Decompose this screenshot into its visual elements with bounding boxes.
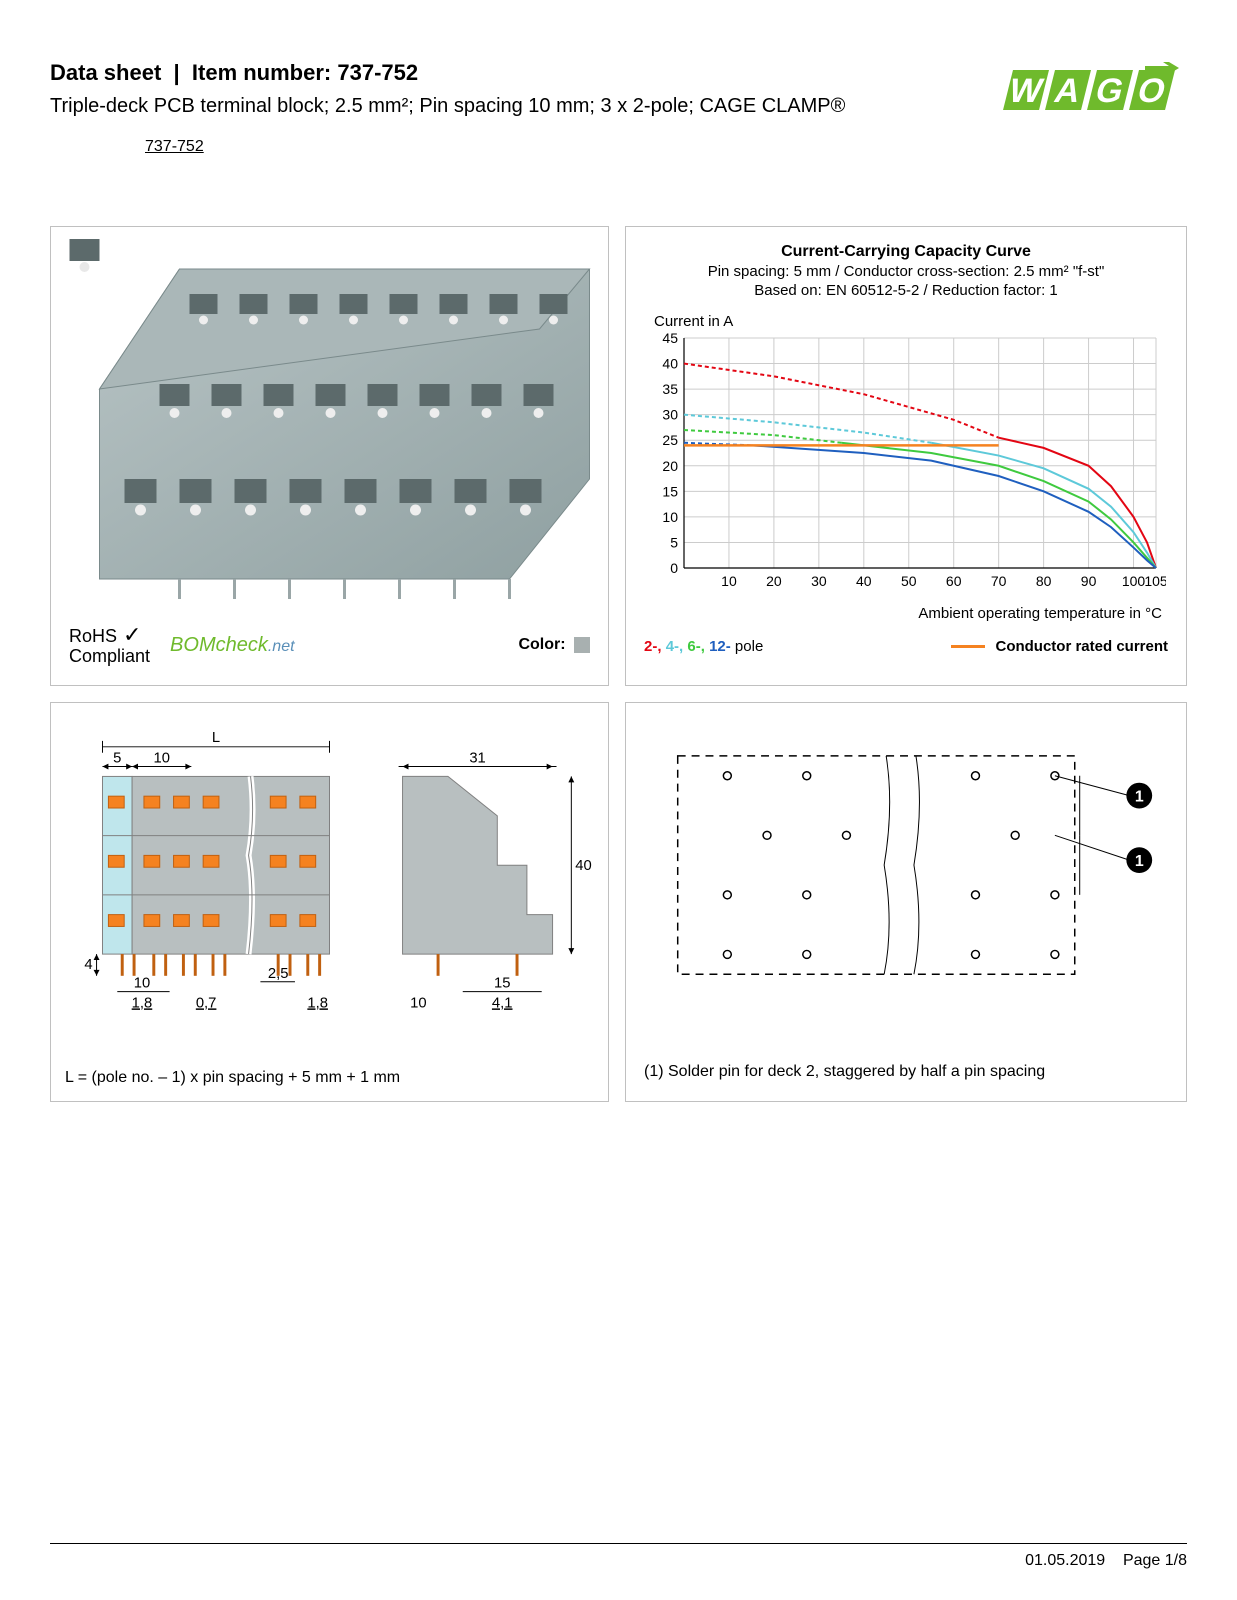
chart-legend: 2-, 4-, 6-, 12- pole Conductor rated cur… xyxy=(638,638,1174,655)
rohs-label-2: Compliant xyxy=(69,647,150,667)
svg-text:70: 70 xyxy=(991,573,1007,589)
svg-text:1: 1 xyxy=(1135,789,1144,806)
svg-text:10: 10 xyxy=(134,976,150,992)
chart-panel: Current-Carrying Capacity Curve Pin spac… xyxy=(625,226,1187,686)
product-image-panel: RoHS ✓ Compliant BOMcheck.net Color: xyxy=(50,226,609,686)
solder-diagram: 1 1 xyxy=(638,715,1174,1035)
svg-text:40: 40 xyxy=(856,573,872,589)
svg-text:10: 10 xyxy=(662,509,678,525)
item-number: 737-752 xyxy=(337,60,418,85)
svg-text:50: 50 xyxy=(901,573,917,589)
bomcheck-logo: BOMcheck.net xyxy=(170,634,295,657)
color-label-text: Color: xyxy=(518,636,565,653)
rohs-compliant: RoHS ✓ Compliant xyxy=(69,623,150,667)
legend-suffix: pole xyxy=(735,638,763,655)
svg-text:L: L xyxy=(212,730,220,746)
svg-text:10: 10 xyxy=(153,751,169,767)
legend-line-icon xyxy=(951,645,985,648)
check-icon: ✓ xyxy=(123,622,141,647)
svg-text:15: 15 xyxy=(662,483,678,499)
bomcheck-suffix: .net xyxy=(268,638,295,655)
svg-text:25: 25 xyxy=(662,432,678,448)
wago-logo: W A G O xyxy=(997,62,1187,119)
footer: 01.05.2019 Page 1/8 xyxy=(50,1543,1187,1570)
svg-text:4: 4 xyxy=(84,957,92,973)
subtitle: Triple-deck PCB terminal block; 2.5 mm²;… xyxy=(50,92,997,120)
legend-item: 2-, xyxy=(644,638,666,655)
datasheet-label: Data sheet xyxy=(50,60,161,85)
svg-text:1,8: 1,8 xyxy=(307,995,328,1011)
svg-text:60: 60 xyxy=(946,573,962,589)
svg-text:5: 5 xyxy=(670,534,678,550)
svg-text:10: 10 xyxy=(410,995,426,1011)
svg-text:1: 1 xyxy=(1135,853,1144,870)
capacity-chart: 0 5 10 15 20 25 30 35 40 45 10 20 30 40 50 60 70 80 90 1001… xyxy=(646,332,1166,592)
chart-x-label: Ambient operating temperature in °C xyxy=(646,605,1162,622)
part-number-link[interactable]: 737-752 xyxy=(145,138,204,156)
svg-text:0,7: 0,7 xyxy=(196,995,217,1011)
chart-sub2: Based on: EN 60512-5-2 / Reduction facto… xyxy=(638,282,1174,299)
footer-page: Page 1/8 xyxy=(1123,1552,1187,1569)
product-render xyxy=(63,239,596,609)
dimension-drawing: L 5 10 xyxy=(63,715,596,1055)
svg-text:2,5: 2,5 xyxy=(268,966,289,982)
svg-text:31: 31 xyxy=(469,751,485,767)
legend-item: 12- xyxy=(709,638,735,655)
svg-text:5: 5 xyxy=(113,751,121,767)
svg-text:20: 20 xyxy=(662,458,678,474)
svg-text:4,1: 4,1 xyxy=(492,995,513,1011)
color-swatch xyxy=(574,637,590,653)
svg-text:0: 0 xyxy=(670,560,678,576)
chart-y-label: Current in A xyxy=(654,313,1166,330)
svg-text:15: 15 xyxy=(494,976,510,992)
chart-title: Current-Carrying Capacity Curve xyxy=(638,243,1174,261)
bomcheck-text: BOMcheck xyxy=(170,634,268,656)
svg-text:1,8: 1,8 xyxy=(132,995,153,1011)
chart-sub1: Pin spacing: 5 mm / Conductor cross-sect… xyxy=(638,263,1174,280)
svg-text:10: 10 xyxy=(721,573,737,589)
page-title: Data sheet | Item number: 737-752 xyxy=(50,60,997,86)
rohs-label-1: RoHS xyxy=(69,626,117,646)
svg-text:90: 90 xyxy=(1081,573,1097,589)
item-label: Item number: xyxy=(192,60,331,85)
svg-text:105: 105 xyxy=(1144,573,1166,589)
footer-date: 01.05.2019 xyxy=(1025,1552,1105,1569)
legend-item: 4-, xyxy=(666,638,688,655)
solder-note: (1) Solder pin for deck 2, staggered by … xyxy=(644,1063,1045,1081)
solder-panel: 1 1 (1) Solder pin for deck 2, staggered… xyxy=(625,702,1187,1102)
svg-text:45: 45 xyxy=(662,332,678,346)
svg-text:40: 40 xyxy=(662,356,678,372)
header: Data sheet | Item number: 737-752 Triple… xyxy=(50,60,1187,156)
svg-text:20: 20 xyxy=(766,573,782,589)
svg-text:35: 35 xyxy=(662,381,678,397)
dimensions-panel: L 5 10 xyxy=(50,702,609,1102)
svg-text:40: 40 xyxy=(575,858,591,874)
color-label: Color: xyxy=(518,636,590,654)
svg-text:100: 100 xyxy=(1122,573,1146,589)
svg-text:80: 80 xyxy=(1036,573,1052,589)
legend-conductor-label: Conductor rated current xyxy=(995,638,1168,655)
legend-item: 6-, xyxy=(687,638,709,655)
svg-text:30: 30 xyxy=(811,573,827,589)
dimension-formula: L = (pole no. – 1) x pin spacing + 5 mm … xyxy=(65,1069,400,1087)
svg-text:30: 30 xyxy=(662,407,678,423)
